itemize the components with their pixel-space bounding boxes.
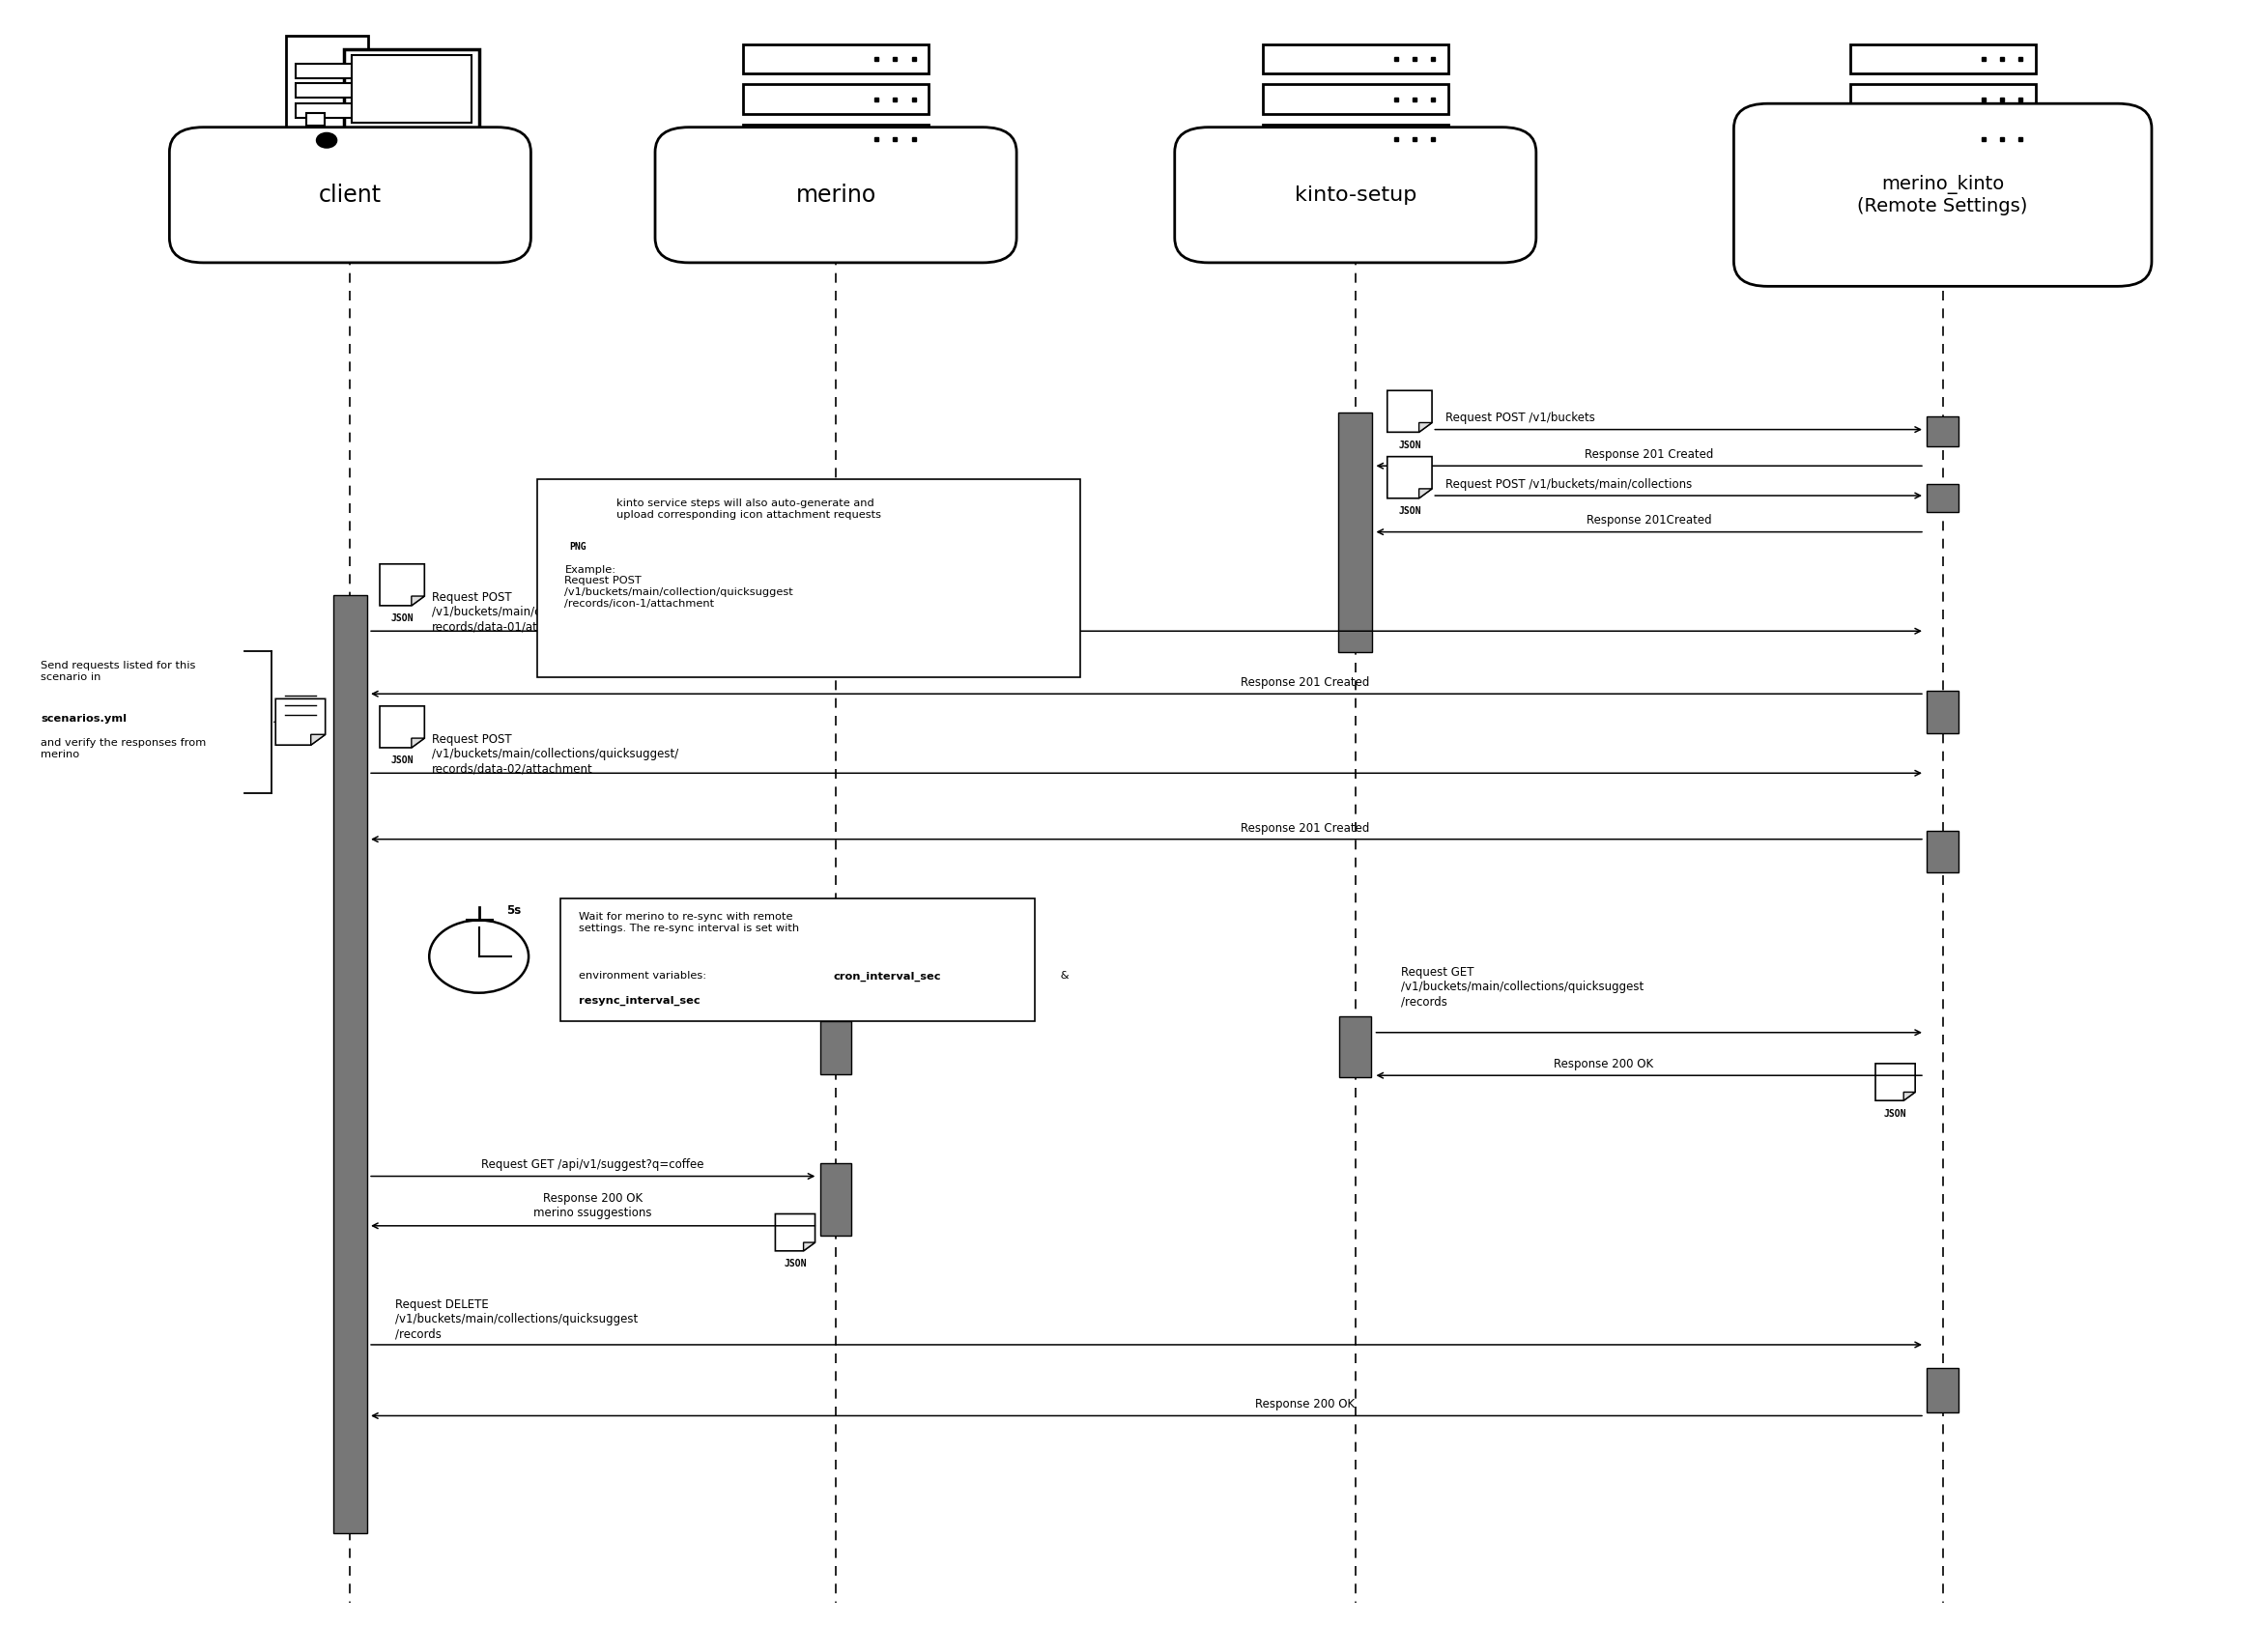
Polygon shape xyxy=(558,497,599,534)
Polygon shape xyxy=(380,563,425,606)
Text: Request DELETE
/v1/buckets/main/collections/quicksuggest
/records: Request DELETE /v1/buckets/main/collecti… xyxy=(395,1298,637,1340)
Bar xyxy=(1927,691,1959,733)
Text: Request POST
/v1/buckets/main/collections/quicksuggest/
records/data-01/attachme: Request POST /v1/buckets/main/collection… xyxy=(431,591,678,633)
Bar xyxy=(352,55,472,122)
Bar xyxy=(743,45,928,74)
Polygon shape xyxy=(380,705,425,748)
Bar xyxy=(1850,124,2035,154)
Text: merino: merino xyxy=(795,183,876,206)
Text: merino_kinto
(Remote Settings): merino_kinto (Remote Settings) xyxy=(1857,175,2029,215)
Bar xyxy=(1927,1368,1959,1412)
Polygon shape xyxy=(1419,423,1432,433)
Text: client: client xyxy=(319,183,382,206)
Bar xyxy=(1850,84,2035,114)
Text: resync_interval_sec: resync_interval_sec xyxy=(578,996,700,1006)
Text: kinto-setup: kinto-setup xyxy=(1294,185,1416,205)
Bar xyxy=(375,147,450,154)
Text: environment variables:: environment variables: xyxy=(578,971,709,981)
Text: PNG: PNG xyxy=(569,542,587,552)
Circle shape xyxy=(316,134,337,147)
Bar xyxy=(343,50,479,129)
Bar xyxy=(398,129,427,147)
Bar xyxy=(1927,484,1959,512)
Bar xyxy=(296,104,357,119)
Bar xyxy=(1850,45,2035,74)
FancyBboxPatch shape xyxy=(655,127,1017,263)
FancyBboxPatch shape xyxy=(1175,127,1536,263)
Bar xyxy=(285,36,368,155)
Text: Response 200 OK: Response 200 OK xyxy=(1254,1398,1355,1411)
Text: Response 201 Created: Response 201 Created xyxy=(1240,821,1369,834)
FancyBboxPatch shape xyxy=(1735,104,2151,286)
Bar xyxy=(1927,416,1959,446)
Polygon shape xyxy=(411,738,425,748)
Text: Response 200 OK
merino ssuggestions: Response 200 OK merino ssuggestions xyxy=(533,1193,653,1219)
Polygon shape xyxy=(276,699,325,745)
FancyBboxPatch shape xyxy=(560,899,1035,1021)
Text: Response 201 Created: Response 201 Created xyxy=(1584,448,1715,461)
Text: Send requests listed for this
scenario in: Send requests listed for this scenario i… xyxy=(41,661,197,682)
FancyBboxPatch shape xyxy=(538,479,1080,677)
Bar xyxy=(307,112,325,126)
Polygon shape xyxy=(411,596,425,606)
Text: Request POST
/v1/buckets/main/collections/quicksuggest/
records/data-02/attachme: Request POST /v1/buckets/main/collection… xyxy=(431,733,678,775)
Text: JSON: JSON xyxy=(1884,1108,1907,1118)
Bar xyxy=(743,124,928,154)
Text: Request POST /v1/buckets/main/collections: Request POST /v1/buckets/main/collection… xyxy=(1446,477,1692,491)
Bar xyxy=(1340,1016,1371,1077)
Bar xyxy=(1263,84,1448,114)
Text: Response 201 Created: Response 201 Created xyxy=(1240,676,1369,689)
Bar xyxy=(1927,831,1959,872)
Text: Request GET /api/v1/suggest?q=coffee: Request GET /api/v1/suggest?q=coffee xyxy=(481,1158,705,1171)
Text: kinto service steps will also auto-generate and
upload corresponding icon attach: kinto service steps will also auto-gener… xyxy=(617,499,881,520)
Bar xyxy=(1337,413,1373,653)
Text: Request POST /v1/buckets: Request POST /v1/buckets xyxy=(1446,411,1595,425)
Text: cron_interval_sec: cron_interval_sec xyxy=(834,971,942,981)
Bar xyxy=(296,63,357,78)
Text: &: & xyxy=(1057,971,1069,981)
FancyBboxPatch shape xyxy=(169,127,531,263)
Bar xyxy=(1263,124,1448,154)
Text: JSON: JSON xyxy=(391,757,413,765)
Polygon shape xyxy=(1904,1092,1916,1100)
Polygon shape xyxy=(312,735,325,745)
Text: Example:
Request POST
/v1/buckets/main/collection/quicksuggest
/records/icon-1/a: Example: Request POST /v1/buckets/main/c… xyxy=(565,565,793,608)
Polygon shape xyxy=(1419,489,1432,499)
Text: Wait for merino to re-sync with remote
settings. The re-sync interval is set wit: Wait for merino to re-sync with remote s… xyxy=(578,912,800,933)
Text: Response 201Created: Response 201Created xyxy=(1586,514,1712,527)
Bar xyxy=(332,595,366,1533)
Polygon shape xyxy=(1875,1064,1916,1100)
Polygon shape xyxy=(1387,456,1432,499)
Polygon shape xyxy=(1387,390,1432,433)
Bar xyxy=(820,1021,852,1074)
Text: JSON: JSON xyxy=(1398,507,1421,515)
Polygon shape xyxy=(775,1214,815,1251)
Text: JSON: JSON xyxy=(1398,441,1421,449)
Text: Response 200 OK: Response 200 OK xyxy=(1554,1057,1654,1070)
Bar xyxy=(743,84,928,114)
Text: and verify the responses from
merino: and verify the responses from merino xyxy=(41,738,206,760)
Text: 5s: 5s xyxy=(506,904,522,917)
Text: Request GET
/v1/buckets/main/collections/quicksuggest
/records: Request GET /v1/buckets/main/collections… xyxy=(1401,966,1642,1008)
Polygon shape xyxy=(804,1242,815,1251)
Circle shape xyxy=(429,920,529,993)
Text: JSON: JSON xyxy=(784,1259,806,1269)
Text: scenarios.yml: scenarios.yml xyxy=(41,714,127,724)
Polygon shape xyxy=(587,525,599,534)
Bar xyxy=(820,1163,852,1236)
Text: JSON: JSON xyxy=(391,615,413,623)
Bar xyxy=(296,84,357,97)
Bar xyxy=(1263,45,1448,74)
